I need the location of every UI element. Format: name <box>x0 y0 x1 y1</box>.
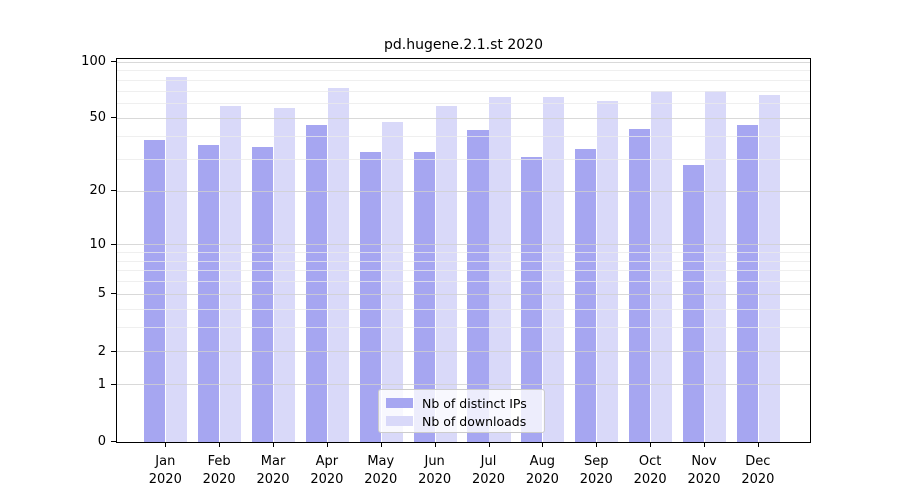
bar-downloads-mar <box>273 107 296 442</box>
bar-downloads-apr <box>327 87 349 442</box>
bar-downloads-nov <box>704 91 727 442</box>
bar-distinct-ips-feb <box>198 144 220 442</box>
x-tick-jul <box>488 443 490 447</box>
y-tick-label-20: 20 <box>89 183 106 199</box>
x-tick-nov <box>704 443 705 447</box>
x-tick-aug <box>542 443 544 447</box>
bar-distinct-ips-oct <box>629 128 651 442</box>
y-tick-2 <box>111 350 116 352</box>
bar-distinct-ips-aug <box>521 156 543 442</box>
x-tick-label-sep: Sep 2020 <box>579 454 613 487</box>
x-tick-jan <box>165 443 167 447</box>
y-tick-1 <box>111 383 116 385</box>
x-tick-label-dec: Dec 2020 <box>741 454 775 487</box>
bar-downloads-dec <box>758 94 780 442</box>
x-tick-may <box>380 443 382 447</box>
bar-distinct-ips-jun <box>413 151 435 442</box>
bar-distinct-ips-mar <box>251 146 274 442</box>
y-tick-label-50: 50 <box>89 110 106 126</box>
y-tick-50 <box>111 117 116 119</box>
x-tick-jun <box>434 443 436 447</box>
bar-downloads-jul <box>489 97 511 442</box>
y-tick-label-100: 100 <box>81 54 106 69</box>
x-tick-feb <box>219 443 221 447</box>
legend-label-distinct-ips: Nb of distinct IPs <box>422 395 527 411</box>
legend-swatch-distinct-ips <box>386 398 413 408</box>
bar-distinct-ips-may <box>359 151 381 442</box>
bar-distinct-ips-dec <box>736 124 758 442</box>
bar-downloads-jun <box>435 106 457 442</box>
bar-distinct-ips-jul <box>467 130 489 442</box>
x-tick-label-oct: Oct 2020 <box>633 454 667 487</box>
x-tick-label-may: May 2020 <box>364 454 398 487</box>
x-tick-label-nov: Nov 2020 <box>687 454 721 487</box>
gridline-minor-90 <box>117 70 810 72</box>
y-tick-5 <box>111 293 116 295</box>
y-tick-label-2: 2 <box>97 343 106 359</box>
bar-distinct-ips-sep <box>575 149 597 442</box>
y-tick-label-5: 5 <box>97 286 106 302</box>
x-tick-label-apr: Apr 2020 <box>310 454 344 487</box>
y-tick-0 <box>111 441 116 442</box>
x-tick-mar <box>273 443 275 447</box>
x-tick-apr <box>326 443 328 447</box>
y-tick-label-0: 0 <box>97 434 106 449</box>
legend-swatch-downloads <box>386 416 413 426</box>
bar-distinct-ips-nov <box>682 164 705 442</box>
plot-area <box>116 58 811 443</box>
y-tick-100 <box>111 61 116 62</box>
chart-title: pd.hugene.2.1.st 2020 <box>384 37 543 53</box>
gridline-major-100 <box>117 61 810 63</box>
x-tick-label-jul: Jul 2020 <box>471 454 506 487</box>
x-tick-sep <box>596 443 598 447</box>
legend: Nb of distinct IPs Nb of downloads <box>378 389 545 433</box>
y-tick-10 <box>111 243 116 245</box>
x-tick-label-jan: Jan 2020 <box>148 454 182 487</box>
x-tick-label-mar: Mar 2020 <box>256 454 290 487</box>
bar-downloads-sep <box>597 100 619 442</box>
x-tick-dec <box>757 443 759 447</box>
x-tick-label-feb: Feb 2020 <box>202 454 236 487</box>
bar-distinct-ips-jan <box>144 140 166 442</box>
bar-distinct-ips-apr <box>305 124 327 442</box>
gridline-minor-80 <box>117 79 810 81</box>
bar-downloads-feb <box>220 106 242 442</box>
x-tick-label-jun: Jun 2020 <box>418 454 452 487</box>
legend-item-downloads: Nb of downloads <box>386 412 536 430</box>
y-tick-label-1: 1 <box>97 376 106 392</box>
x-tick-oct <box>650 443 652 447</box>
y-tick-20 <box>111 190 116 192</box>
x-tick-label-aug: Aug 2020 <box>525 454 559 487</box>
legend-label-downloads: Nb of downloads <box>422 413 527 429</box>
bar-downloads-oct <box>651 91 673 442</box>
bar-downloads-aug <box>543 97 565 442</box>
y-tick-label-10: 10 <box>89 236 106 252</box>
legend-item-distinct-ips: Nb of distinct IPs <box>386 394 536 412</box>
bar-downloads-jan <box>166 77 188 442</box>
